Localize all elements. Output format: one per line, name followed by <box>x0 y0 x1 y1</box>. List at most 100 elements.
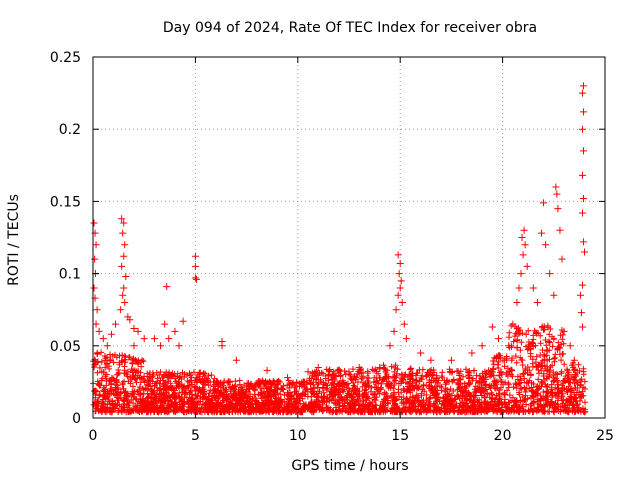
data-point <box>398 298 406 306</box>
data-point <box>529 284 537 292</box>
data-point <box>120 284 128 292</box>
data-point <box>577 309 585 317</box>
data-point <box>355 363 363 371</box>
data-point <box>130 324 138 332</box>
data-point <box>121 298 129 306</box>
data-point <box>578 125 586 133</box>
data-point <box>140 335 148 343</box>
data-point <box>117 306 125 314</box>
data-point <box>402 335 410 343</box>
x-tick-label: 5 <box>191 428 200 444</box>
data-point <box>120 219 128 227</box>
data-point <box>122 272 130 280</box>
data-point <box>400 320 408 328</box>
data-point <box>523 262 531 270</box>
data-point <box>553 190 561 198</box>
data-point <box>90 284 98 292</box>
data-point <box>103 342 111 350</box>
data-point <box>376 363 384 371</box>
data-point <box>579 238 587 246</box>
data-point <box>505 342 513 350</box>
data-point <box>191 262 199 270</box>
data-point <box>171 327 179 335</box>
data-point <box>468 349 476 357</box>
data-point <box>394 291 402 299</box>
data-point <box>175 342 183 350</box>
data-point <box>509 320 517 328</box>
data-point <box>394 251 402 259</box>
dense-scatter-band <box>90 322 589 416</box>
data-point <box>191 274 199 282</box>
y-tick-label: 0.1 <box>59 267 81 283</box>
data-point <box>263 366 271 374</box>
data-point <box>542 241 550 249</box>
data-point <box>91 255 99 263</box>
data-point <box>390 327 398 335</box>
data-point <box>552 183 560 191</box>
data-point <box>134 327 142 335</box>
data-point <box>513 298 521 306</box>
data-point <box>518 234 526 241</box>
data-point <box>554 205 562 213</box>
data-point <box>566 342 574 350</box>
data-point <box>179 317 187 325</box>
data-point <box>579 147 587 155</box>
y-axis-label: ROTI / TECUs <box>6 194 22 286</box>
grid <box>93 57 605 418</box>
scatter-points <box>90 82 589 382</box>
data-point <box>392 306 400 314</box>
data-point <box>218 342 226 350</box>
data-point <box>157 342 165 350</box>
data-point <box>546 270 554 278</box>
data-point <box>345 368 353 376</box>
data-point <box>120 252 128 260</box>
data-point <box>578 323 586 331</box>
data-point <box>558 255 566 263</box>
data-point <box>112 320 120 328</box>
data-point <box>579 108 587 116</box>
y-tick-label: 0 <box>72 411 81 427</box>
data-point <box>150 335 158 343</box>
axis-ticks <box>92 56 606 419</box>
chart-title: Day 094 of 2024, Rate Of TEC Index for r… <box>163 20 537 36</box>
x-tick-label: 20 <box>494 428 512 444</box>
data-point <box>119 229 127 237</box>
data-point <box>540 199 548 207</box>
data-point <box>232 356 240 364</box>
data-point <box>107 330 115 338</box>
data-point <box>396 284 404 292</box>
data-point <box>118 215 126 223</box>
data-point <box>578 209 586 217</box>
dense-band-marks <box>90 322 589 416</box>
data-point <box>495 335 503 343</box>
plot-frame <box>92 56 606 419</box>
data-point <box>538 229 546 237</box>
y-tick-label: 0.15 <box>50 194 81 210</box>
data-point <box>92 241 100 249</box>
data-point <box>576 291 584 299</box>
data-point <box>130 342 138 350</box>
data-point <box>95 327 103 335</box>
data-point <box>161 320 169 328</box>
y-tick-label: 0.05 <box>50 339 81 355</box>
data-point <box>520 226 528 234</box>
data-point <box>121 241 129 249</box>
data-point <box>579 195 587 203</box>
data-point <box>447 356 455 364</box>
data-point <box>578 89 586 97</box>
data-point <box>92 320 100 328</box>
data-point <box>118 262 126 270</box>
data-point <box>90 219 98 227</box>
data-point <box>578 281 586 289</box>
data-point <box>191 252 199 260</box>
data-point <box>192 275 200 283</box>
data-point <box>93 306 101 314</box>
data-point <box>578 171 586 179</box>
data-point <box>533 298 541 306</box>
data-point <box>397 277 405 285</box>
data-point <box>165 335 173 343</box>
x-axis-label: GPS time / hours <box>291 458 408 474</box>
data-point <box>488 323 496 331</box>
data-point <box>284 374 292 382</box>
